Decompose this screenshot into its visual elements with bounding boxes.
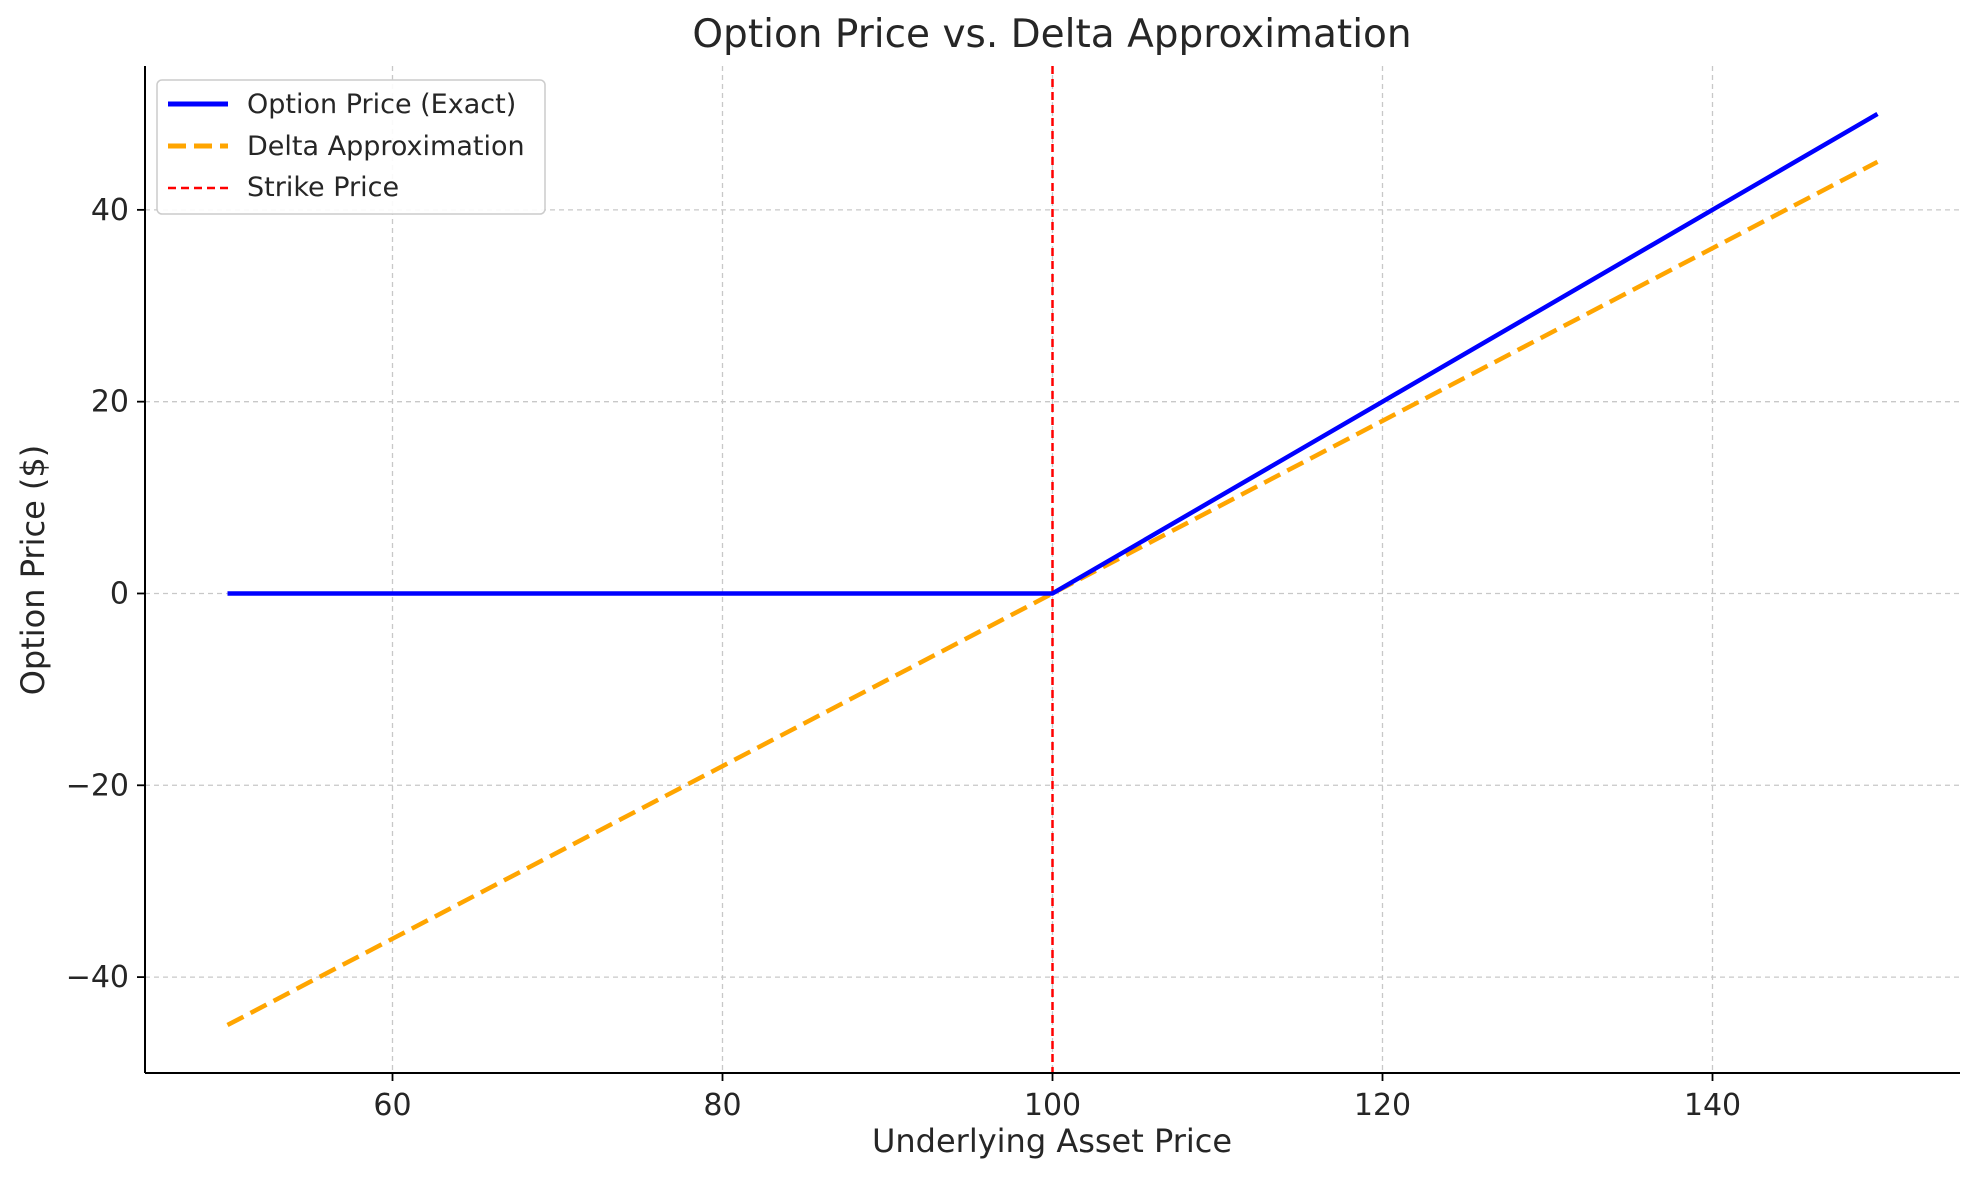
x-tick-label-80: 80	[703, 1088, 741, 1123]
legend-label-exact: Option Price (Exact)	[247, 89, 516, 120]
y-tick-label--20: −20	[66, 768, 129, 803]
series-layer	[226, 112, 1879, 1028]
legend-label-delta: Delta Approximation	[247, 131, 525, 162]
y-tick-label-40: 40	[91, 193, 129, 228]
y-axis-label: Option Price ($)	[14, 445, 52, 696]
chart-title: Option Price vs. Delta Approximation	[692, 12, 1411, 57]
x-tick-layer: 60 80 100 120 140	[373, 1073, 1741, 1123]
x-tick-label-140: 140	[1684, 1088, 1741, 1123]
y-tick-label--40: −40	[66, 960, 129, 995]
grid-layer	[145, 66, 1960, 1073]
series-option-price-exact	[227, 112, 1879, 596]
x-tick-label-100: 100	[1024, 1088, 1081, 1123]
legend-box	[156, 79, 546, 215]
x-tick-label-60: 60	[373, 1088, 411, 1123]
legend-label-strike: Strike Price	[247, 172, 399, 203]
y-tick-layer: −40 −20 0 20 40	[66, 193, 145, 995]
x-tick-label-120: 120	[1354, 1088, 1411, 1123]
y-tick-label-0: 0	[110, 576, 129, 611]
series-delta-approximation	[226, 159, 1879, 1028]
y-tick-label-20: 20	[91, 385, 129, 420]
legend: Option Price (Exact) Delta Approximation…	[156, 79, 546, 215]
x-axis-label: Underlying Asset Price	[872, 1122, 1232, 1160]
